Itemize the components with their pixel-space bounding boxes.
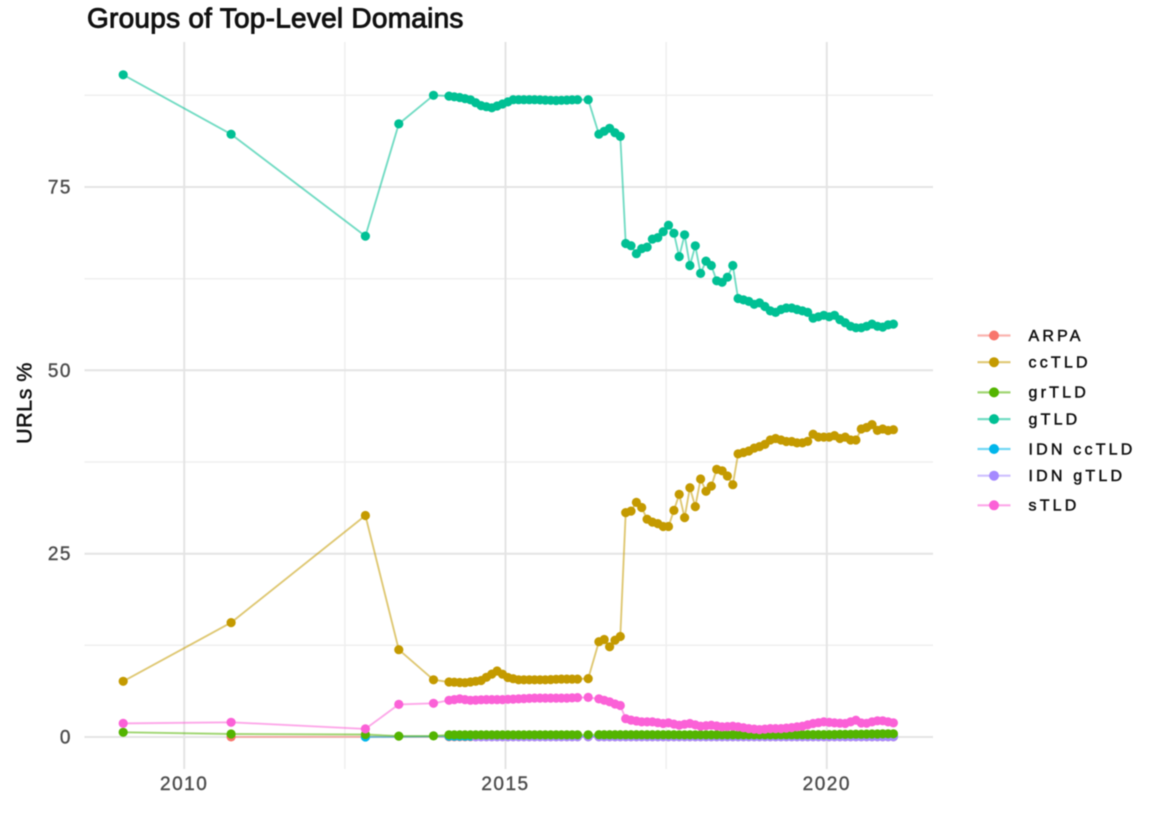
svg-text:50: 50	[48, 361, 72, 382]
svg-text:2015: 2015	[481, 774, 529, 795]
svg-text:IDN gTLD: IDN gTLD	[1029, 468, 1126, 485]
svg-text:0: 0	[60, 728, 72, 749]
svg-text:2020: 2020	[803, 774, 851, 795]
svg-text:ccTLD: ccTLD	[1029, 355, 1091, 372]
svg-text:URLs %: URLs %	[13, 362, 37, 444]
svg-text:ARPA: ARPA	[1029, 328, 1084, 345]
svg-text:75: 75	[48, 178, 72, 199]
svg-text:grTLD: grTLD	[1029, 385, 1089, 402]
svg-text:Groups of Top-Level Domains: Groups of Top-Level Domains	[87, 3, 464, 34]
svg-text:sTLD: sTLD	[1029, 498, 1080, 515]
svg-text:IDN ccTLD: IDN ccTLD	[1029, 441, 1136, 458]
svg-text:25: 25	[48, 544, 72, 565]
svg-text:2010: 2010	[160, 774, 208, 795]
svg-text:gTLD: gTLD	[1029, 411, 1081, 428]
